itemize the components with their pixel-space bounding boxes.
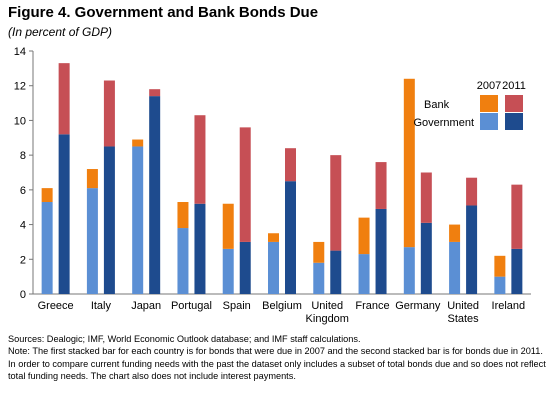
bar-bank-2007 bbox=[132, 139, 144, 147]
bar-government-2011 bbox=[285, 181, 296, 294]
bar-bank-2007 bbox=[222, 203, 234, 249]
legend-swatch-government-2007 bbox=[480, 113, 498, 130]
bars bbox=[41, 63, 523, 294]
bar-government-2007 bbox=[358, 254, 370, 294]
chart-subtitle: (In percent of GDP) bbox=[8, 25, 113, 39]
legend-year-2007: 2007 bbox=[477, 80, 501, 92]
y-tick-label: 0 bbox=[20, 289, 26, 301]
chart-title: Figure 4. Government and Bank Bonds Due bbox=[8, 4, 319, 21]
bar-bank-2011 bbox=[149, 89, 161, 97]
x-tick-label: Ireland bbox=[492, 300, 526, 312]
bar-bank-2007 bbox=[86, 169, 98, 189]
legend-label-bank: Bank bbox=[424, 99, 450, 111]
bar-bank-2011 bbox=[375, 162, 387, 209]
chart-notes: Sources: Dealogic; IMF, World Economic O… bbox=[8, 333, 553, 382]
bar-government-2011 bbox=[511, 248, 523, 294]
x-tick-label-line: Japan bbox=[131, 300, 161, 312]
y-axis: 0 2 4 6 8 10 12 14 bbox=[14, 46, 531, 301]
y-tick-label: 2 bbox=[20, 254, 26, 266]
y-tick-label: 10 bbox=[14, 115, 26, 127]
x-tick-label-line: Spain bbox=[223, 300, 251, 312]
y-tick-label: 12 bbox=[14, 81, 26, 93]
x-axis-labels: Greece Italy Japan Portugal Spain Belgium Unit… bbox=[38, 300, 526, 325]
bar-bank-2007 bbox=[177, 202, 189, 229]
x-tick-label: Germany bbox=[395, 300, 441, 312]
bar-government-2011 bbox=[375, 208, 387, 294]
y-tick-label: 14 bbox=[14, 46, 26, 58]
bar-government-2007 bbox=[449, 241, 461, 294]
x-tick-label-line: Ireland bbox=[492, 300, 526, 312]
x-tick-label-line: Greece bbox=[38, 300, 74, 312]
bar-bank-2011 bbox=[239, 127, 251, 242]
x-tick-label: Portugal bbox=[171, 300, 212, 312]
legend: 2007 2011 Bank Government bbox=[413, 80, 526, 130]
bar-government-2007 bbox=[177, 228, 189, 294]
x-tick-label-line: Germany bbox=[395, 300, 441, 312]
bar-government-2007 bbox=[268, 241, 279, 294]
bar-government-2011 bbox=[103, 146, 115, 294]
x-tick-label: United States bbox=[447, 300, 479, 325]
x-tick-label: Italy bbox=[91, 300, 112, 312]
bar-bank-2007 bbox=[449, 224, 461, 242]
x-tick-label: France bbox=[355, 300, 389, 312]
bar-bank-2007 bbox=[358, 217, 370, 255]
x-tick-label-line: United bbox=[311, 300, 343, 312]
bar-government-2011 bbox=[239, 241, 251, 294]
bar-government-2011 bbox=[330, 250, 342, 294]
legend-label-government: Government bbox=[413, 117, 474, 129]
x-tick-label: Belgium bbox=[262, 300, 302, 312]
bar-bank-2011 bbox=[194, 115, 206, 204]
bar-government-2011 bbox=[194, 203, 206, 294]
x-tick-label: Greece bbox=[38, 300, 74, 312]
bar-bank-2011 bbox=[420, 172, 432, 223]
bar-bank-2011 bbox=[103, 80, 115, 147]
sources-note: Sources: Dealogic; IMF, World Economic O… bbox=[8, 334, 361, 344]
legend-swatch-government-2011 bbox=[505, 113, 523, 130]
bar-government-2007 bbox=[86, 188, 98, 294]
x-tick-label-line: Belgium bbox=[262, 300, 302, 312]
bar-bank-2011 bbox=[58, 63, 70, 135]
bar-bank-2007 bbox=[313, 241, 325, 263]
bar-bank-2007 bbox=[494, 255, 506, 277]
bar-bank-2011 bbox=[511, 184, 523, 249]
legend-swatch-bank-2011 bbox=[505, 95, 523, 112]
bar-government-2011 bbox=[149, 96, 161, 294]
bar-government-2007 bbox=[41, 202, 53, 294]
bar-bank-2011 bbox=[330, 155, 342, 251]
bar-government-2007 bbox=[403, 247, 415, 294]
bar-government-2011 bbox=[466, 205, 478, 294]
legend-swatch-bank-2007 bbox=[480, 95, 498, 112]
bar-government-2007 bbox=[222, 248, 234, 294]
x-tick-label: United Kingdom bbox=[306, 300, 349, 325]
x-tick-label-line: Italy bbox=[91, 300, 112, 312]
bar-bank-2007 bbox=[268, 233, 279, 242]
bar-government-2011 bbox=[58, 134, 70, 294]
methodology-note: Note: The first stacked bar for each cou… bbox=[8, 346, 546, 381]
y-tick-label: 6 bbox=[20, 185, 26, 197]
bar-bank-2011 bbox=[466, 177, 478, 206]
x-tick-label-line: Kingdom bbox=[306, 313, 349, 325]
x-tick-label-line: United bbox=[447, 300, 479, 312]
x-tick-label: Spain bbox=[223, 300, 251, 312]
x-tick-label-line: States bbox=[447, 313, 479, 325]
bar-bank-2007 bbox=[41, 188, 53, 203]
y-tick-label: 4 bbox=[20, 220, 26, 232]
x-tick-label: Japan bbox=[131, 300, 161, 312]
bar-government-2007 bbox=[313, 262, 325, 294]
bar-government-2007 bbox=[494, 276, 506, 294]
y-tick-label: 8 bbox=[20, 150, 26, 162]
bar-government-2011 bbox=[420, 222, 432, 294]
x-tick-label-line: France bbox=[355, 300, 389, 312]
bar-bank-2011 bbox=[285, 148, 296, 182]
x-tick-label-line: Portugal bbox=[171, 300, 212, 312]
legend-year-2011: 2011 bbox=[502, 80, 526, 92]
bar-bank-2007 bbox=[403, 78, 415, 248]
bar-government-2007 bbox=[132, 146, 144, 294]
